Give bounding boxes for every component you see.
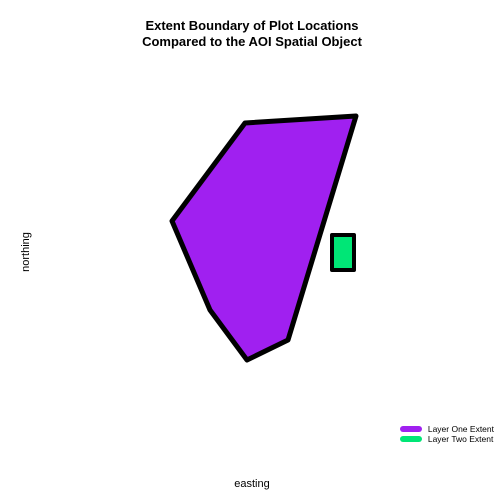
- plot-svg: [40, 60, 480, 460]
- legend-label-1: Layer Two Extent: [428, 434, 494, 444]
- legend-swatch-0: [400, 426, 422, 432]
- legend-swatch-1: [400, 436, 422, 442]
- legend: Layer One ExtentLayer Two Extent: [400, 424, 494, 444]
- legend-item-1: Layer Two Extent: [400, 434, 494, 444]
- layer-one-polygon: [172, 116, 356, 360]
- layer-two-polygon: [332, 235, 354, 270]
- legend-item-0: Layer One Extent: [400, 424, 494, 434]
- legend-label-0: Layer One Extent: [428, 424, 494, 434]
- y-axis-label: northing: [20, 232, 32, 272]
- chart-title: Extent Boundary of Plot Locations Compar…: [0, 18, 504, 51]
- chart-title-line1: Extent Boundary of Plot Locations: [0, 18, 504, 34]
- chart-title-line2: Compared to the AOI Spatial Object: [0, 34, 504, 50]
- x-axis-label: easting: [0, 478, 504, 490]
- plot-area: [40, 60, 480, 460]
